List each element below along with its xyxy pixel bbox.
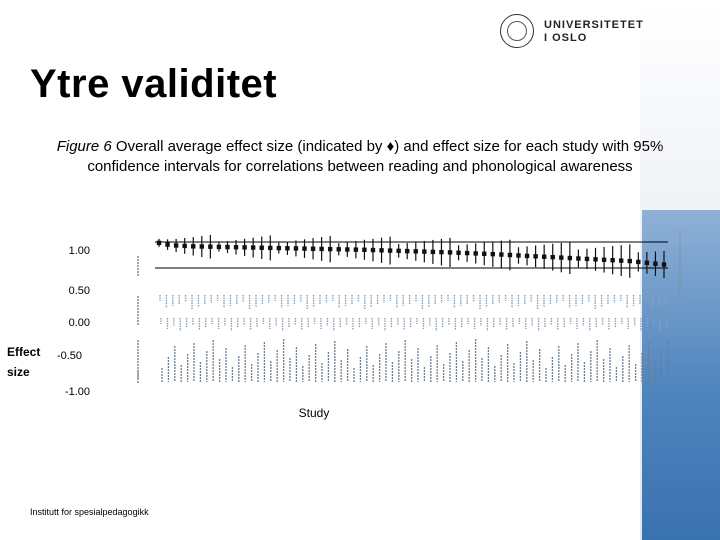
- logo-line-1: UNIVERSITETET: [544, 19, 644, 31]
- effect-marker: [413, 249, 418, 254]
- effect-marker: [661, 262, 667, 267]
- effect-marker: [353, 247, 359, 252]
- effect-marker: [516, 253, 521, 258]
- x-axis-title: Study: [299, 406, 330, 420]
- effect-marker: [601, 257, 607, 262]
- effect-marker: [456, 250, 461, 255]
- effect-marker: [165, 242, 170, 247]
- effect-marker: [225, 244, 230, 250]
- effect-marker: [285, 246, 290, 251]
- effect-marker: [362, 247, 367, 252]
- y-tick-label: -0.50: [57, 350, 82, 362]
- effect-marker: [250, 245, 256, 250]
- effect-marker: [524, 253, 530, 259]
- effect-marker: [259, 245, 264, 250]
- effect-marker: [499, 252, 504, 257]
- logo-text: UNIVERSITETET I OSLO: [544, 19, 644, 45]
- effect-marker: [242, 245, 247, 250]
- effect-marker: [173, 243, 179, 248]
- effect-marker: [644, 260, 650, 265]
- effect-marker: [610, 258, 615, 263]
- university-logo: UNIVERSITETET I OSLO: [500, 12, 643, 52]
- effect-marker: [310, 246, 316, 251]
- effect-marker: [233, 245, 239, 250]
- effect-marker: [533, 254, 538, 259]
- effect-marker: [336, 247, 341, 252]
- forest-plot: 1.00 0.50 0.00 -0.50 -1.00 Effect size Study: [0, 200, 700, 430]
- effect-marker: [379, 248, 384, 253]
- effect-marker: [447, 250, 453, 255]
- effect-marker: [567, 255, 573, 261]
- effect-marker: [550, 254, 555, 260]
- figure-caption: Figure 6 Overall average effect size (in…: [30, 137, 690, 177]
- y-tick-label: 0.00: [69, 317, 90, 329]
- effect-marker: [370, 247, 376, 253]
- effect-marker: [422, 249, 427, 254]
- footer-text: Institutt for spesialpedagogikk: [30, 507, 149, 517]
- figure-label: Figure 6: [56, 138, 112, 155]
- effect-marker: [405, 248, 410, 254]
- seal-icon: [500, 14, 534, 48]
- y-axis-title-line: Effect: [7, 345, 40, 359]
- effect-marker: [439, 249, 444, 255]
- effect-marker: [464, 250, 470, 256]
- effect-marker: [473, 251, 478, 256]
- effect-marker: [191, 244, 196, 249]
- effect-marker: [327, 246, 333, 252]
- effect-marker: [541, 254, 547, 259]
- effect-marker: [208, 244, 213, 249]
- effect-marker: [182, 243, 187, 249]
- effect-marker: [302, 246, 307, 251]
- effect-marker: [559, 255, 564, 260]
- effect-marker: [430, 249, 436, 255]
- effect-marker: [387, 248, 393, 253]
- chart-svg: 1.00 0.50 0.00 -0.50 -1.00 Effect size Study: [7, 230, 681, 420]
- effect-marker: [293, 246, 299, 251]
- logo-line-2: I OSLO: [544, 32, 588, 44]
- caption-text: Overall average effect size (indicated b…: [87, 138, 664, 175]
- effect-marker: [319, 246, 324, 252]
- effect-marker: [507, 252, 513, 258]
- effect-marker: [345, 247, 350, 252]
- y-tick-label: 1.00: [69, 245, 90, 257]
- effect-marker: [490, 251, 496, 257]
- effect-marker: [199, 244, 204, 249]
- effect-marker: [156, 240, 162, 246]
- effect-marker: [627, 258, 632, 264]
- effect-marker: [584, 256, 590, 262]
- effect-marker: [593, 257, 598, 262]
- y-tick-label: 0.50: [69, 285, 90, 297]
- effect-marker: [216, 244, 222, 250]
- effect-marker: [482, 251, 487, 256]
- slide-title: Ytre validitet: [30, 62, 278, 106]
- effect-marker: [636, 259, 641, 265]
- effect-marker: [576, 256, 581, 261]
- effect-marker: [653, 261, 658, 266]
- effect-marker: [268, 245, 273, 251]
- effect-marker: [396, 248, 401, 254]
- effect-marker: [276, 245, 282, 251]
- effect-marker: [619, 258, 624, 263]
- y-tick-label: -1.00: [65, 386, 90, 398]
- y-axis-title-line: size: [7, 365, 30, 379]
